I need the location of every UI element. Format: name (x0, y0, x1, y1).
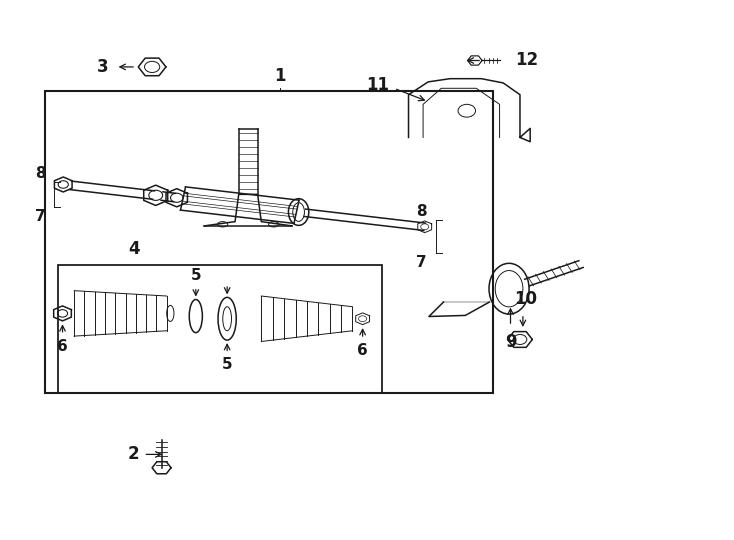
Bar (45, 91, 493, 393)
Text: 1: 1 (274, 66, 286, 85)
Text: 8: 8 (416, 204, 427, 219)
Text: 6: 6 (57, 339, 68, 354)
Text: 12: 12 (515, 51, 538, 70)
Text: 6: 6 (357, 343, 368, 358)
Text: 3: 3 (97, 58, 109, 76)
Text: 5: 5 (191, 268, 201, 283)
Text: 10: 10 (515, 291, 537, 308)
Text: 2: 2 (128, 446, 139, 463)
Text: 7: 7 (35, 209, 46, 224)
Bar (58, 265, 382, 393)
Text: 4: 4 (128, 240, 139, 258)
Text: 11: 11 (366, 76, 389, 93)
Text: 7: 7 (416, 255, 427, 271)
Text: 5: 5 (222, 357, 233, 372)
Text: 8: 8 (35, 166, 46, 181)
Text: 9: 9 (505, 333, 516, 350)
